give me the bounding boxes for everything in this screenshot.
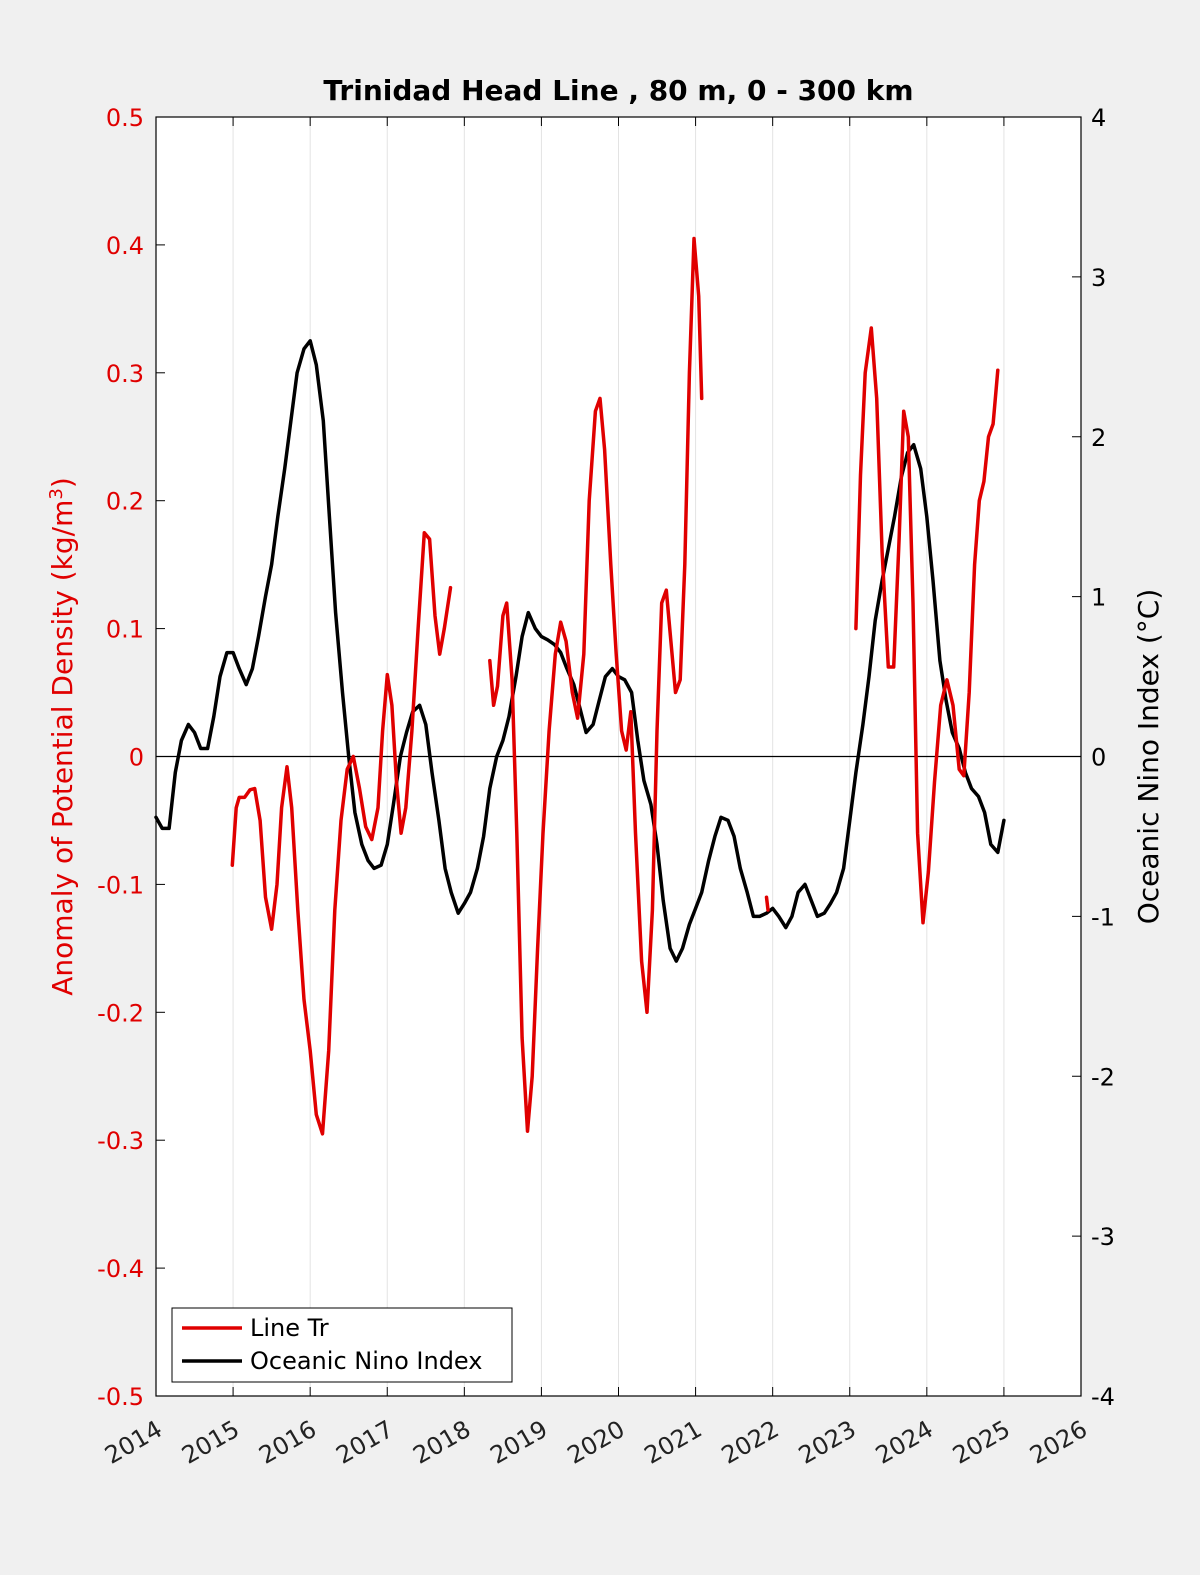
y-right-tick-label: -1 (1091, 903, 1115, 931)
y-left-tick-label: 0.1 (106, 616, 144, 644)
series-line-tr-segment-0 (230, 530, 453, 1136)
legend-label-oni: Oceanic Nino Index (250, 1347, 482, 1375)
y-right-tick-label: 4 (1091, 104, 1106, 132)
y-right-tick-label: -4 (1091, 1383, 1115, 1411)
ticks: 2014 2015 2016 2017 2018 2019 2020 2021 2022 2023… (97, 104, 1115, 1470)
y-left-tick-label: -0.3 (97, 1127, 144, 1155)
legend-label-line-tr: Line Tr (250, 1314, 329, 1342)
series-line-tr-segment-1 (488, 236, 704, 1133)
legend-box (171, 1307, 513, 1383)
y-left-tick-label: 0.3 (106, 360, 144, 388)
chart-title: Trinidad Head Line , 80 m, 0 - 300 km (323, 74, 913, 107)
series-layer (154, 236, 1006, 1136)
y-left-tick-label: -0.1 (97, 871, 144, 899)
y-left-tick-label: -0.4 (97, 1255, 144, 1283)
legend: Line Tr Oceanic Nino Index (171, 1307, 513, 1383)
y-left-tick-label: 0.2 (106, 488, 144, 516)
y-left-tick-label: -0.2 (97, 999, 144, 1027)
y-left-tick-label: 0.4 (106, 232, 144, 260)
y-axis-left-label: Anomaly of Potential Density (kg/m3) (46, 477, 80, 996)
series-line-tr-segment-3 (854, 326, 1000, 925)
y-left-tick-label: 0 (129, 744, 144, 772)
y-axis-left-label-sup: 3 (46, 488, 67, 499)
y-right-tick-label: -2 (1091, 1063, 1115, 1091)
y-axis-right-label: Oceanic Nino Index (°C) (1132, 589, 1165, 925)
y-right-tick-label: 1 (1091, 584, 1106, 612)
y-axis-left-label-text: Anomaly of Potential Density (kg/m (46, 500, 79, 996)
y-right-tick-label: 2 (1091, 424, 1106, 452)
y-left-tick-label: 0.5 (106, 104, 144, 132)
y-right-tick-label: -3 (1091, 1223, 1115, 1251)
y-left-tick-label: -0.5 (97, 1383, 144, 1411)
y-axis-left-label-close: ) (46, 477, 79, 488)
series-line-tr-segment-2 (764, 895, 770, 912)
y-right-tick-label: 0 (1091, 744, 1106, 772)
y-right-tick-label: 3 (1091, 264, 1106, 292)
